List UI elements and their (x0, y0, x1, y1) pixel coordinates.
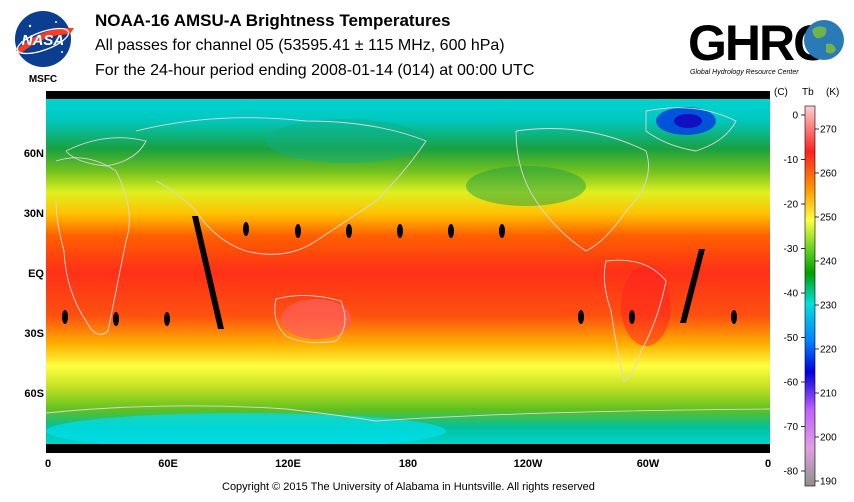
colorbar-tb-label: Tb (802, 87, 814, 98)
temperature-colorbar: (C) Tb (K) 0 -10 -20 -30 -40 -50 -60 -70 -80 270 2… (774, 82, 850, 492)
kelvin-tick-label: 210 (820, 389, 837, 400)
antarctic-cold-band (46, 413, 446, 449)
lat-label-30s: 30S (24, 328, 44, 340)
coastline-europe (65, 137, 147, 167)
orbit-gap-spot (164, 312, 170, 326)
celsius-tick-label: -70 (784, 422, 799, 433)
msfc-label: MSFC (29, 74, 57, 85)
orbit-gap-spot (499, 224, 505, 238)
copyright-notice: Copyright © 2015 The University of Alaba… (222, 481, 595, 493)
orbit-gap-indian-ocean (192, 216, 224, 329)
colorbar-celsius-unit: (C) (774, 87, 788, 98)
celsius-tick-label: -60 (784, 378, 799, 389)
orbit-gap-spot (397, 224, 403, 238)
orbit-gap-spot (629, 310, 635, 324)
lon-label-60e: 60E (158, 458, 178, 470)
page-title: NOAA-16 AMSU-A Brightness Temperatures (95, 11, 451, 30)
kelvin-tick-label: 230 (820, 301, 837, 312)
channel-subtitle: All passes for channel 05 (53595.41 ± 11… (95, 37, 505, 54)
orbit-gap-spot (578, 310, 584, 324)
coastlines (45, 107, 771, 422)
celsius-tick-label: -40 (784, 289, 799, 300)
south-america-warm (621, 266, 671, 346)
coastline-south-america (603, 259, 667, 382)
ghrc-logo: GHRC Global Hydrology Resource Center (686, 8, 850, 78)
lon-label-120e: 120E (275, 458, 301, 470)
north-pacific-cool (466, 166, 586, 206)
kelvin-tick-label: 200 (820, 433, 837, 444)
siberia-cool-area (266, 119, 426, 163)
south-polar-no-data (46, 444, 770, 453)
orbit-gap-spot (295, 224, 301, 238)
celsius-tick-label: -30 (784, 244, 799, 255)
lat-label-30n: 30N (23, 208, 44, 220)
north-polar-no-data (46, 91, 770, 99)
ghrc-subtitle: Global Hydrology Resource Center (690, 69, 799, 76)
period-subtitle: For the 24-hour period ending 2008-01-14… (95, 62, 535, 79)
lat-label-60n: 60N (23, 148, 44, 160)
greenland-cold-core (674, 114, 702, 128)
lon-label-180: 180 (398, 458, 418, 470)
lon-label-0-east: 0 (764, 458, 772, 470)
kelvin-tick-label: 260 (820, 169, 837, 180)
coastline-north-america (515, 128, 649, 252)
orbit-gap-spot (448, 224, 454, 238)
lon-label-120w: 120W (513, 458, 543, 470)
orbit-gap-spot (62, 310, 68, 324)
lon-label-0: 0 (44, 458, 52, 470)
orbit-gap-spot (346, 224, 352, 238)
orbit-gap-spot (113, 312, 119, 326)
coastline-asia (135, 117, 427, 255)
coastline-australia (274, 294, 346, 344)
australia-warm-spot (281, 299, 351, 339)
orbit-gap-atlantic (680, 249, 705, 323)
nasa-logo: NASA MSFC (8, 6, 82, 86)
lat-label-60s: 60S (24, 388, 44, 400)
orbit-gap-spot (243, 222, 249, 236)
celsius-tick-label: -20 (784, 200, 799, 211)
kelvin-tick-label: 220 (820, 345, 837, 356)
celsius-tick-label: -50 (784, 333, 799, 344)
celsius-tick-label: -10 (784, 155, 799, 166)
lat-label-eq: EQ (28, 268, 44, 280)
colorbar-gradient (804, 105, 816, 487)
celsius-tick-label: 0 (792, 111, 798, 122)
lon-label-60w: 60W (636, 458, 660, 470)
coastline-antarctica (45, 405, 771, 422)
nasa-logo-text: NASA (22, 32, 65, 49)
brightness-temperature-map (45, 91, 771, 453)
kelvin-tick-label: 190 (820, 477, 837, 488)
coastline-greenland (645, 107, 737, 152)
celsius-tick-label: -80 (784, 467, 799, 478)
kelvin-tick-label: 270 (820, 125, 837, 136)
kelvin-tick-label: 250 (820, 213, 837, 224)
orbit-gaps (62, 216, 737, 329)
colorbar-kelvin-unit: (K) (826, 87, 839, 98)
kelvin-tick-label: 240 (820, 257, 837, 268)
orbit-gap-spot (731, 310, 737, 324)
coastline-africa (55, 157, 130, 335)
